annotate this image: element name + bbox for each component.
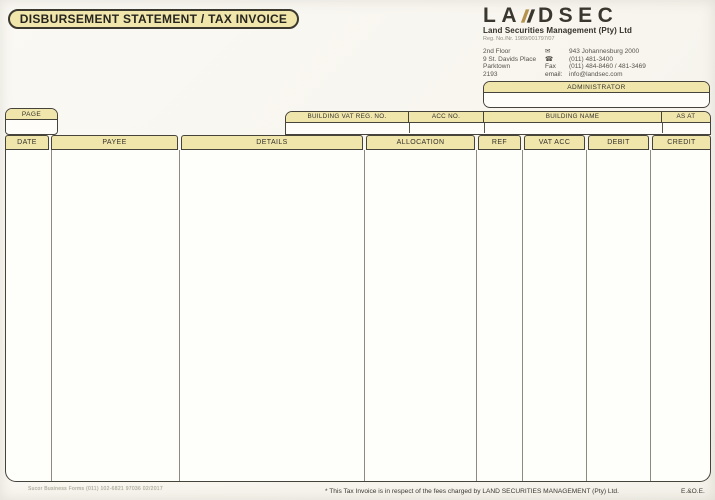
eoe-note: E.&O.E.: [681, 488, 705, 495]
fax-value: (011) 484-8460 / 481-3469: [569, 63, 646, 71]
administrator-value: [484, 93, 709, 106]
telephone-icon: ☎: [545, 55, 554, 63]
column-divider: [522, 150, 523, 481]
building-name-value: [485, 123, 661, 134]
column-divider: [650, 150, 651, 481]
column-header-ref: REF: [478, 135, 521, 150]
divider: [409, 122, 410, 133]
form-title-text: DISBURSEMENT STATEMENT / TAX INVOICE: [19, 12, 288, 26]
column-divider: [364, 150, 365, 481]
letterhead: LA DSEC Land Securities Management (Pty)…: [483, 5, 713, 78]
email-row: email: info@landsec.com: [545, 71, 646, 79]
fax-row: Fax (011) 484-8460 / 481-3469: [545, 63, 646, 71]
column-header-date: DATE: [5, 135, 49, 150]
page-value: [6, 120, 57, 133]
as-at-label: AS AT: [676, 113, 696, 121]
column-divider: [179, 150, 180, 481]
tax-invoice-note: * This Tax Invoice is in respect of the …: [325, 488, 619, 495]
divider: [662, 122, 663, 133]
company-name: Land Securities Management (Pty) Ltd: [483, 26, 632, 35]
address-block: 2nd Floor 9 St. Davids Place Parktown 21…: [483, 48, 713, 78]
column-header-credit: CREDIT: [652, 135, 711, 150]
column-header-payee: PAYEE: [51, 135, 178, 150]
divider: [484, 122, 485, 133]
column-header-allocation: ALLOCATION: [366, 135, 475, 150]
building-vat-reg-no-label: BUILDING VAT REG. NO.: [286, 112, 409, 122]
acc-no-value: [410, 123, 483, 134]
phone-row: ☎ (011) 481-3400: [545, 56, 646, 64]
address-line: 2193: [483, 70, 498, 78]
info-band-values: [286, 122, 710, 134]
page-label: PAGE: [6, 109, 57, 120]
column-divider: [51, 150, 52, 481]
table-header-row: DATE PAYEE DETAILS ALLOCATION REF VAT AC…: [5, 135, 711, 150]
postal-row: ✉ 943 Johannesburg 2000: [545, 48, 646, 56]
info-band-headers: BUILDING VAT REG. NO. ACC NO. BUILDING N…: [286, 112, 710, 123]
administrator-label: ADMINISTRATOR: [484, 82, 709, 93]
email-label: email:: [545, 70, 563, 78]
building-vat-reg-no-value: [287, 123, 408, 134]
table-body: [5, 150, 711, 482]
acc-no-label: ACC NO.: [409, 112, 484, 122]
phone-value: (011) 481-3400: [569, 55, 613, 63]
column-divider: [476, 150, 477, 481]
address-line: 9 St. Davids Place: [483, 55, 537, 63]
column-header-debit: DEBIT: [588, 135, 649, 150]
email-value: info@landsec.com: [569, 70, 623, 78]
address-line: 2nd Floor: [483, 48, 511, 55]
building-info-band: BUILDING VAT REG. NO. ACC NO. BUILDING N…: [285, 111, 711, 135]
street-address: 2nd Floor 9 St. Davids Place Parktown 21…: [483, 48, 545, 78]
as-at-value: [663, 123, 710, 134]
page-field: PAGE: [5, 108, 58, 135]
postal-value: 943 Johannesburg 2000: [569, 48, 640, 55]
registration-number: Reg. No./Nr. 1989/001797/07: [483, 36, 555, 42]
stylized-n-icon: [520, 9, 536, 23]
logo-text-suffix: DSEC: [538, 4, 619, 27]
building-name-label: BUILDING NAME: [484, 112, 662, 122]
landsec-logo: LA DSEC: [483, 4, 713, 27]
contact-details: ✉ 943 Johannesburg 2000 ☎ (011) 481-3400…: [545, 48, 646, 78]
fax-label: Fax: [545, 63, 556, 71]
administrator-field: ADMINISTRATOR: [483, 81, 710, 108]
logo-text-prefix: LA: [483, 4, 522, 27]
address-line: Parktown: [483, 63, 511, 71]
printer-imprint: Sucor Business Forms (011) 102-6821 9703…: [28, 486, 163, 492]
column-header-vat-acc: VAT ACC: [524, 135, 585, 150]
mailbox-icon: ✉: [545, 48, 551, 55]
column-header-details: DETAILS: [181, 135, 363, 150]
form-title: DISBURSEMENT STATEMENT / TAX INVOICE: [8, 9, 299, 29]
column-divider: [586, 150, 587, 481]
